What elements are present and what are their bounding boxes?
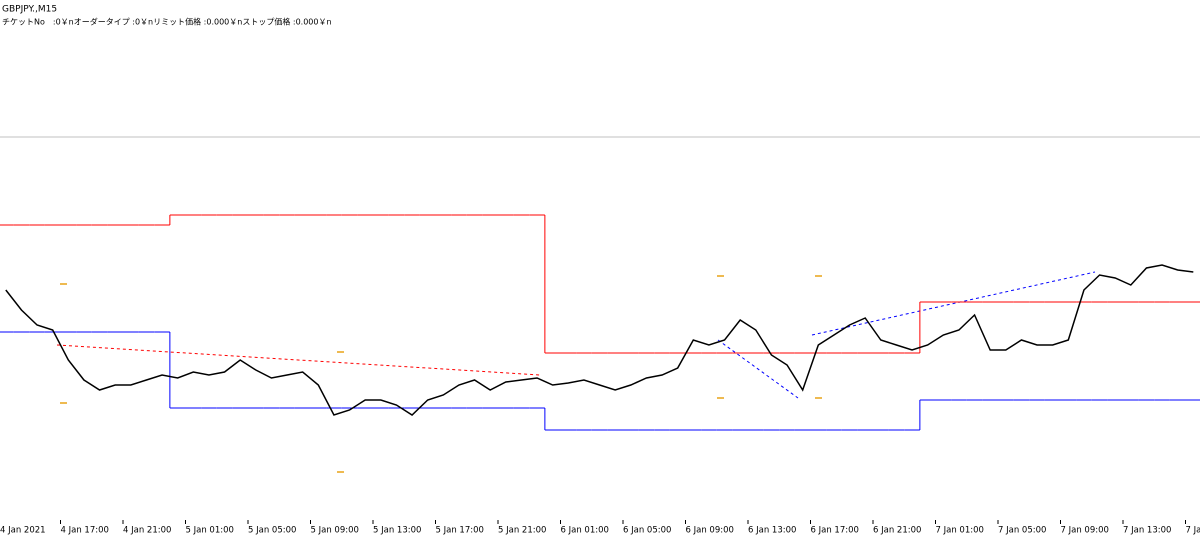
x-tick-label: 4 Jan 2021 <box>0 526 46 536</box>
symbol-label: GBPJPY.,M15 <box>2 5 57 15</box>
x-tick-label: 5 Jan 17:00 <box>436 526 484 536</box>
x-tick-label: 5 Jan 13:00 <box>373 526 421 536</box>
x-tick-label: 5 Jan 09:00 <box>311 526 359 536</box>
x-tick-label: 7 Jan 13:00 <box>1123 526 1171 536</box>
x-tick-label: 6 Jan 21:00 <box>873 526 921 536</box>
x-tick-label: 6 Jan 09:00 <box>686 526 734 536</box>
x-tick-label: 7 Jan 01:00 <box>936 526 984 536</box>
x-tick-label: 6 Jan 17:00 <box>811 526 859 536</box>
x-tick-label: 4 Jan 17:00 <box>61 526 109 536</box>
x-tick-label: 6 Jan 05:00 <box>623 526 671 536</box>
x-tick-label: 6 Jan 01:00 <box>561 526 609 536</box>
trade-line <box>56 344 541 376</box>
x-tick-label: 5 Jan 21:00 <box>498 526 546 536</box>
order-comment: チケットNo :0￥nオーダータイプ :0￥nリミット価格 :0.000￥nスト… <box>2 17 332 27</box>
level-markers <box>60 275 822 473</box>
price-line <box>5 264 1194 416</box>
x-tick-label: 6 Jan 13:00 <box>748 526 796 536</box>
trade-line <box>717 339 799 399</box>
x-tick-label: 4 Jan 21:00 <box>123 526 171 536</box>
x-tick-label: 5 Jan 05:00 <box>248 526 296 536</box>
x-tick-label: 7 Jan 17:00 <box>1186 526 1200 536</box>
x-tick-label: 5 Jan 01:00 <box>186 526 234 536</box>
trade-line <box>811 271 1096 336</box>
x-tick-label: 7 Jan 05:00 <box>998 526 1046 536</box>
x-tick-label: 7 Jan 09:00 <box>1061 526 1109 536</box>
